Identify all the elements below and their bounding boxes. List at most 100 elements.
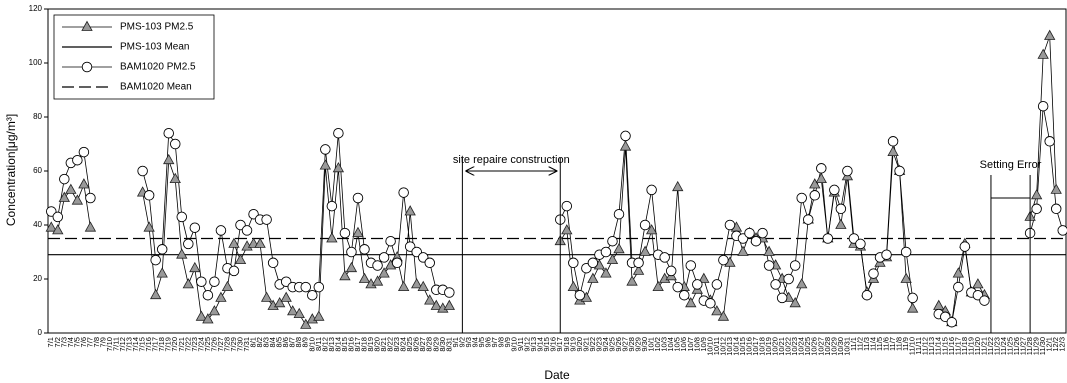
triangle-marker bbox=[378, 267, 390, 278]
circle-marker bbox=[372, 260, 383, 271]
x-tick-label: 10/19 bbox=[764, 337, 773, 356]
triangle-marker bbox=[228, 237, 240, 248]
x-tick-label: 7/12 bbox=[118, 337, 127, 352]
circle-marker bbox=[59, 173, 70, 185]
circle-marker bbox=[946, 316, 958, 328]
circle-marker bbox=[209, 276, 220, 287]
x-tick-label: 8/20 bbox=[373, 337, 382, 352]
x-tick-label: 9/6 bbox=[483, 337, 492, 347]
triangle-marker bbox=[260, 291, 273, 302]
x-tick-label: 11/3 bbox=[862, 337, 871, 351]
circle-marker bbox=[783, 273, 794, 285]
triangle-marker bbox=[352, 226, 364, 237]
x-tick-label: 7/5 bbox=[72, 337, 81, 347]
y-tick-label: 40 bbox=[33, 220, 42, 229]
triangle-marker bbox=[906, 302, 919, 313]
x-tick-label: 11/11 bbox=[914, 337, 923, 355]
circle-marker bbox=[202, 289, 214, 301]
x-tick-label: 11/21 bbox=[979, 337, 988, 355]
triangle-marker bbox=[397, 280, 410, 291]
x-tick-label: 10/18 bbox=[758, 337, 767, 356]
x-tick-label: 11/6 bbox=[882, 337, 891, 351]
x-tick-label: 7/9 bbox=[98, 337, 107, 347]
circle-marker bbox=[183, 238, 194, 250]
triangle-marker bbox=[319, 159, 332, 170]
x-tick-label: 11/9 bbox=[901, 337, 910, 351]
y-tick-label: 100 bbox=[29, 58, 43, 67]
circle-marker bbox=[196, 276, 207, 287]
triangle-marker bbox=[411, 278, 423, 289]
circle-marker bbox=[385, 235, 396, 247]
circle-marker bbox=[1050, 203, 1062, 215]
circle-marker bbox=[424, 257, 436, 269]
circle-marker bbox=[72, 154, 83, 166]
x-tick-label: 11/23 bbox=[992, 337, 1001, 355]
x-tick-label: 10/27 bbox=[816, 337, 825, 356]
circle-marker bbox=[326, 200, 338, 212]
annotation-text: site repaire construction bbox=[453, 154, 570, 166]
x-tick-label: 11/19 bbox=[966, 337, 975, 355]
triangle-marker bbox=[45, 221, 57, 232]
triangle-marker bbox=[645, 224, 658, 235]
y-tick-label: 0 bbox=[38, 328, 43, 337]
circle-marker bbox=[241, 225, 253, 236]
x-tick-label: 7/24 bbox=[196, 337, 205, 352]
circle-marker bbox=[313, 281, 325, 293]
triangle-marker bbox=[626, 275, 638, 286]
x-tick-label: 11/22 bbox=[986, 337, 995, 355]
x-tick-label: 9/7 bbox=[490, 337, 499, 347]
x-tick-label: 11/29 bbox=[1032, 337, 1041, 355]
x-tick-label: 10/13 bbox=[725, 337, 734, 356]
legend-label: PMS-103 Mean bbox=[120, 42, 189, 53]
triangle-marker bbox=[796, 278, 808, 289]
circle-marker bbox=[333, 127, 344, 139]
circle-marker bbox=[659, 252, 670, 263]
legend-marker bbox=[81, 20, 93, 31]
x-tick-label: 9/20 bbox=[575, 337, 584, 352]
triangle-marker bbox=[313, 310, 325, 321]
x-tick-label: 10/7 bbox=[686, 337, 695, 352]
x-tick-label: 8/14 bbox=[333, 337, 342, 352]
x-tick-label: 7/26 bbox=[209, 337, 218, 352]
triangle-marker bbox=[424, 294, 436, 305]
y-tick-label: 80 bbox=[33, 112, 42, 121]
x-tick-label: 7/1 bbox=[46, 337, 55, 347]
circle-marker bbox=[894, 165, 905, 177]
circle-marker bbox=[907, 292, 918, 304]
x-tick-label: 11/14 bbox=[934, 337, 943, 355]
triangle-marker bbox=[326, 232, 338, 243]
x-tick-label: 8/4 bbox=[268, 337, 277, 347]
x-tick-label: 11/30 bbox=[1038, 337, 1047, 355]
x-tick-label: 9/28 bbox=[627, 337, 636, 352]
x-tick-label: 9/3 bbox=[464, 337, 473, 347]
triangle-marker bbox=[58, 191, 70, 202]
x-tick-label: 11/7 bbox=[888, 337, 897, 351]
circle-marker bbox=[750, 235, 762, 247]
triangle-marker bbox=[561, 224, 573, 235]
triangle-marker bbox=[371, 275, 384, 286]
circle-marker bbox=[378, 252, 390, 263]
x-tick-label: 12/2 bbox=[1051, 337, 1060, 352]
legend-marker bbox=[81, 61, 93, 73]
triangle-marker bbox=[763, 245, 775, 256]
triangle-marker bbox=[221, 280, 234, 291]
triangle-marker bbox=[613, 242, 625, 254]
x-tick-label: 10/4 bbox=[666, 337, 675, 352]
annotation-text: Setting Error bbox=[980, 159, 1042, 171]
triangle-marker bbox=[737, 245, 749, 256]
triangle-marker bbox=[900, 272, 912, 283]
x-tick-label: 8/24 bbox=[399, 337, 408, 352]
x-tick-label: 11/10 bbox=[908, 337, 917, 355]
x-tick-label: 7/23 bbox=[190, 337, 199, 352]
circle-marker bbox=[352, 192, 364, 204]
x-tick-label: 10/17 bbox=[751, 337, 760, 356]
x-tick-label: 7/25 bbox=[203, 337, 212, 352]
triangle-marker bbox=[952, 267, 965, 278]
x-tick-label: 11/2 bbox=[855, 337, 864, 351]
triangle-marker bbox=[835, 218, 847, 229]
x-tick-label: 8/2 bbox=[255, 337, 264, 347]
x-tick-label: 9/1 bbox=[451, 337, 460, 347]
circle-marker bbox=[78, 146, 90, 158]
x-axis-label: Date bbox=[544, 368, 570, 382]
triangle-marker bbox=[685, 296, 697, 308]
